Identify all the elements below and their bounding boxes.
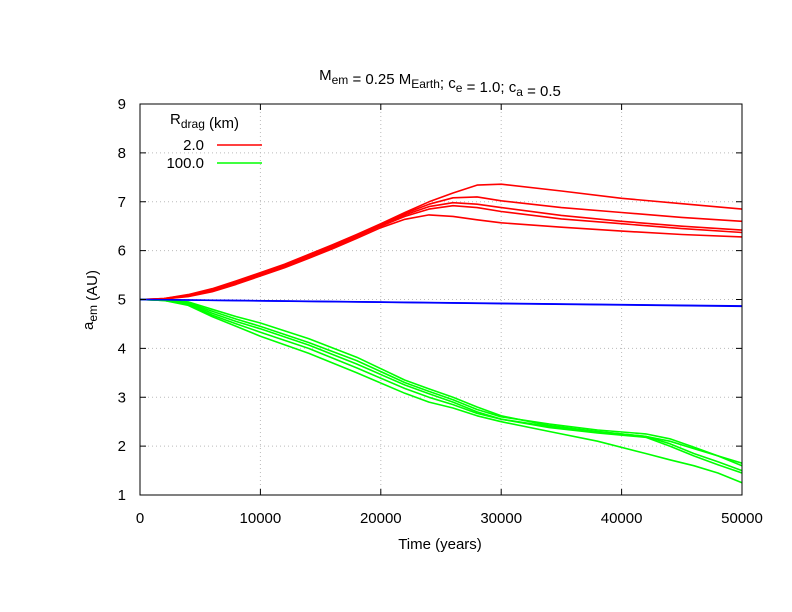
series-line-6: [139, 298, 743, 464]
text-subscript: e: [456, 81, 463, 95]
series-line-9: [139, 298, 743, 474]
text-subscript: a: [516, 85, 523, 99]
text-part: ; c: [440, 75, 456, 92]
y-tick-label: 5: [118, 292, 126, 309]
text-part: M: [319, 67, 332, 84]
y-tick-label: 7: [118, 194, 126, 211]
legend-label: 2.0: [183, 137, 204, 154]
text-part: R: [170, 111, 181, 128]
x-axis-label: Time (years): [398, 536, 482, 553]
legend-title: Rdrag (km): [170, 111, 239, 132]
y-tick-label: 6: [118, 243, 126, 260]
chart-title: Mem = 0.25 MEarth; ce = 1.0; ca = 0.5: [319, 67, 561, 100]
y-axis-label: aem (AU): [80, 270, 101, 330]
text-part: = 0.25 M: [348, 71, 411, 88]
text-part: (AU): [84, 270, 101, 305]
text-part: a: [80, 321, 97, 330]
legend-label: 100.0: [166, 155, 204, 172]
series-line-10: [139, 298, 743, 484]
x-tick-label: 0: [136, 510, 144, 527]
x-tick-label: 10000: [240, 510, 282, 527]
text-subscript: em: [86, 305, 100, 322]
text-part: = 0.5: [523, 83, 561, 100]
y-tick-label: 9: [118, 96, 126, 113]
series-line-12: [139, 298, 743, 307]
y-tick-label: 2: [118, 438, 126, 455]
y-tick-label: 8: [118, 145, 126, 162]
series-line-5: [139, 214, 743, 301]
series-line-8: [139, 298, 743, 472]
series-lines: [139, 183, 743, 484]
x-tick-label: 20000: [360, 510, 402, 527]
x-tick-label: 30000: [480, 510, 522, 527]
text-part: (km): [205, 115, 239, 132]
x-tick-label: 40000: [601, 510, 643, 527]
y-tick-label: 1: [118, 487, 126, 504]
series-line-4: [139, 204, 743, 301]
x-tick-label: 50000: [721, 510, 763, 527]
y-tick-label: 4: [118, 340, 126, 357]
y-tick-label: 3: [118, 389, 126, 406]
text-subscript: drag: [181, 117, 205, 131]
series-line-7: [139, 298, 743, 467]
text-subscript: em: [332, 73, 349, 87]
axis-ticks: 0 10000 20000 30000 40000 50000 1 2 3 4 5 6 7 8 9: [118, 96, 763, 527]
text-part: = 1.0; c: [462, 79, 516, 96]
text-subscript: Earth: [411, 77, 440, 91]
